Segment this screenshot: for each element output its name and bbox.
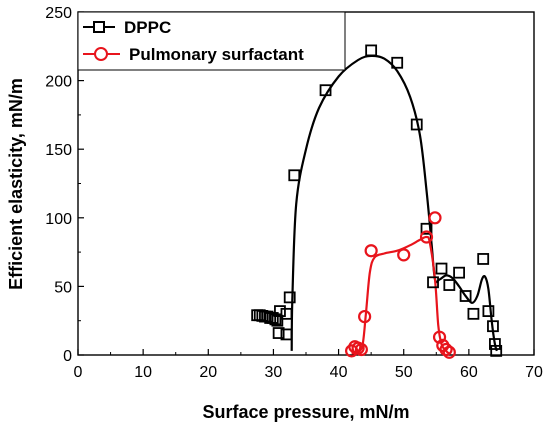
x-tick-label: 30 [265,364,283,381]
point-dppc [365,44,378,57]
x-axis: 0 10 20 30 40 50 60 70 [74,349,543,381]
fit-curve-dppc [290,54,498,352]
point-dppc [288,169,301,182]
point-surfactant [442,345,456,359]
point-dppc [420,222,433,235]
legend: DPPC Pulmonary surfactant [77,11,346,71]
point-dppc [280,328,293,341]
x-tick-label: 50 [395,364,413,381]
x-axis-title: Surface pressure, mN/m [202,402,409,422]
x-tick-label: 10 [134,364,152,381]
y-tick-label: 150 [45,142,72,159]
fit-curves [290,54,498,355]
point-surfactant [439,342,453,357]
y-tick-label: 0 [63,348,72,365]
y-axis: 0 50 100 150 200 250 [45,5,84,365]
data-markers [251,44,503,359]
point-dppc [410,118,423,131]
point-dppc [490,344,503,357]
point-dppc [391,56,404,69]
point-surfactant [358,309,372,324]
point-dppc [443,279,456,291]
legend-marker-dppc [93,21,105,33]
point-surfactant [419,230,434,244]
point-dppc [319,84,332,97]
point-dppc [477,253,490,265]
point-dppc [283,291,296,304]
point-dppc [453,266,465,279]
point-dppc [487,320,499,333]
y-tick-label: 50 [54,279,72,296]
y-axis-title: Efficient elasticity, mN/m [6,78,26,290]
point-dppc [272,327,285,339]
x-tick-label: 20 [199,364,217,381]
y-tick-label: 200 [45,74,72,91]
x-tick-label: 60 [460,364,478,381]
point-dppc [274,305,286,317]
legend-box [77,11,346,71]
point-dppc [467,307,480,320]
point-dppc [280,307,293,320]
point-surfactant [432,330,447,344]
y-tick-label: 250 [45,5,72,22]
x-tick-label: 40 [330,364,348,381]
point-dppc [427,276,439,289]
point-dppc [435,262,448,275]
point-dppc [482,305,495,317]
legend-marker-surfactant [94,47,108,61]
legend-label-surfactant: Pulmonary surfactant [129,45,304,64]
point-dppc [459,290,472,302]
point-dppc [489,338,501,350]
point-surfactant [428,211,442,225]
point-surfactant [397,248,411,262]
point-surfactant [364,244,378,258]
x-tick-label: 70 [525,364,543,381]
x-tick-label: 0 [74,364,83,381]
point-surfactant [354,342,368,357]
y-tick-label: 100 [45,211,72,228]
legend-label-dppc: DPPC [124,18,171,37]
